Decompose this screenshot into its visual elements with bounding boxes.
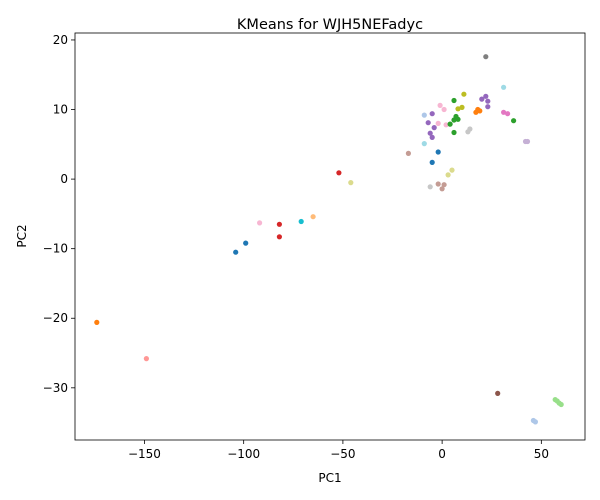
- y-tick-label: 0: [60, 172, 68, 186]
- data-point: [425, 120, 431, 126]
- y-tick-label: 20: [53, 33, 68, 47]
- data-point: [505, 111, 511, 117]
- data-point: [485, 98, 491, 104]
- data-point: [510, 118, 517, 124]
- data-point: [447, 121, 453, 127]
- data-point: [558, 401, 564, 408]
- data-point: [451, 129, 457, 136]
- y-tick-label: −30: [43, 381, 68, 395]
- data-point: [431, 125, 437, 131]
- data-point: [429, 134, 435, 140]
- x-tick-label: −100: [227, 447, 260, 461]
- data-point: [441, 106, 447, 113]
- data-point: [427, 184, 433, 190]
- data-point: [441, 182, 447, 188]
- y-tick-label: 10: [53, 103, 68, 117]
- data-point: [435, 120, 441, 126]
- data-point: [435, 149, 441, 155]
- points-layer: [94, 54, 564, 425]
- data-point: [501, 109, 507, 115]
- chart-title: KMeans for WJH5NEFadyc: [237, 17, 423, 33]
- data-point: [477, 108, 483, 114]
- x-tick-label: −150: [128, 447, 161, 461]
- y-tick-label: −10: [43, 242, 68, 256]
- x-tick-label: 0: [438, 447, 446, 461]
- data-point: [479, 96, 485, 102]
- data-point: [421, 141, 427, 147]
- y-tick-label: −20: [43, 311, 68, 325]
- data-point: [233, 249, 239, 255]
- data-point: [461, 91, 467, 97]
- data-point: [485, 104, 491, 110]
- data-point: [435, 181, 441, 187]
- data-point: [437, 102, 443, 108]
- plot-frame: [74, 32, 586, 441]
- data-point: [276, 221, 282, 227]
- data-point: [443, 122, 449, 128]
- data-point: [310, 214, 316, 220]
- y-axis: −30 −20 −10 0 10 20: [43, 33, 75, 395]
- data-point: [455, 116, 461, 122]
- data-point: [143, 356, 149, 362]
- data-point: [298, 218, 304, 225]
- data-point: [445, 172, 451, 178]
- data-point: [524, 138, 531, 145]
- data-point: [276, 234, 282, 240]
- data-point: [427, 130, 433, 136]
- data-point: [348, 180, 354, 186]
- data-point: [421, 112, 427, 118]
- data-point: [429, 111, 435, 117]
- data-point: [449, 167, 455, 173]
- data-point: [243, 240, 249, 246]
- data-point: [257, 220, 263, 226]
- data-point: [459, 104, 465, 110]
- data-point: [532, 419, 539, 425]
- data-point: [451, 97, 457, 104]
- data-point: [501, 84, 507, 90]
- data-point: [94, 319, 100, 325]
- data-point: [483, 93, 489, 99]
- data-point: [405, 150, 411, 156]
- data-point: [483, 54, 489, 60]
- data-point: [439, 186, 445, 192]
- data-point: [336, 170, 342, 176]
- x-axis: −150 −100 −50 0 50: [128, 440, 549, 461]
- x-tick-label: 50: [534, 447, 549, 461]
- data-point: [467, 126, 473, 132]
- x-axis-label: PC1: [318, 471, 341, 485]
- x-tick-label: −50: [330, 447, 355, 461]
- data-point: [429, 159, 435, 165]
- y-axis-label: PC2: [15, 224, 29, 247]
- data-point: [495, 390, 501, 396]
- data-point: [455, 106, 461, 112]
